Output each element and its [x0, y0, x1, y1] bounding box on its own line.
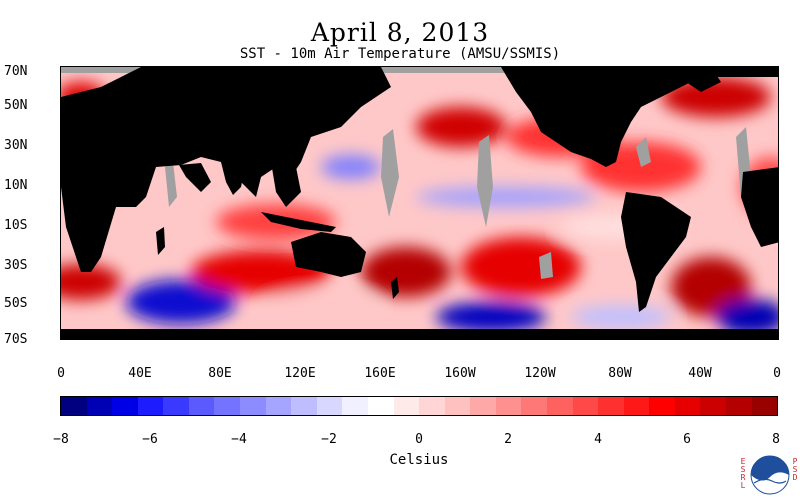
lon-label-0-left: 0 — [57, 366, 65, 381]
lat-label-10n: 10N — [4, 178, 28, 193]
colorbar-tick-neg4: −4 — [231, 432, 247, 447]
lon-label-120e: 120E — [284, 366, 316, 381]
colorbar-swatch — [726, 397, 752, 415]
lon-label-40w: 40W — [688, 366, 712, 381]
noaa-logo-icon — [750, 455, 790, 495]
colorbar-swatch — [240, 397, 266, 415]
credit-letter: L — [740, 481, 746, 490]
lat-label-30s: 30S — [4, 258, 28, 273]
colorbar-tick-4: 4 — [594, 432, 602, 447]
colorbar-swatch — [419, 397, 445, 415]
colorbar-swatch — [546, 397, 573, 415]
lat-label-10s: 10S — [4, 218, 28, 233]
colorbar-tick-2: 2 — [504, 432, 512, 447]
lon-label-160e: 160E — [364, 366, 396, 381]
colorbar-swatch — [265, 397, 292, 415]
lat-label-70n: 70N — [4, 64, 28, 79]
lon-label-160w: 160W — [444, 366, 476, 381]
credit-letter: P — [792, 457, 798, 466]
colorbar-swatch — [521, 397, 547, 415]
lat-label-70s: 70S — [4, 332, 28, 347]
colorbar-swatch — [367, 397, 394, 415]
colorbar-tick-neg8: −8 — [53, 432, 69, 447]
credit-letter: S — [740, 465, 746, 474]
lat-label-30n: 30N — [4, 138, 28, 153]
lon-label-120w: 120W — [524, 366, 556, 381]
colorbar-swatch — [112, 397, 138, 415]
lon-label-80e: 80E — [208, 366, 232, 381]
colorbar-swatch — [291, 397, 317, 415]
colorbar-tick-neg2: −2 — [321, 432, 337, 447]
map-subtitle: SST - 10m Air Temperature (AMSU/SSMIS) — [239, 46, 561, 62]
colorbar-swatch — [674, 397, 701, 415]
colorbar-tick-6: 6 — [683, 432, 691, 447]
colorbar-unit-label: Celsius — [389, 452, 449, 468]
colorbar-swatch — [623, 397, 650, 415]
credit-letter: R — [740, 473, 746, 482]
color-scale-bar — [60, 396, 778, 416]
colorbar-swatch — [214, 397, 241, 415]
colorbar-swatch — [444, 397, 471, 415]
colorbar-tick-8: 8 — [772, 432, 780, 447]
colorbar-swatch — [572, 397, 599, 415]
lat-label-50n: 50N — [4, 98, 28, 113]
colorbar-swatch — [61, 397, 87, 415]
colorbar-swatch — [751, 397, 778, 415]
credit-letter: D — [792, 473, 798, 482]
land-masses — [61, 67, 778, 339]
colorbar-tick-0: 0 — [415, 432, 423, 447]
colorbar-swatch — [316, 397, 343, 415]
colorbar-swatch — [700, 397, 727, 415]
lat-label-50s: 50S — [4, 296, 28, 311]
colorbar-swatch — [649, 397, 675, 415]
lon-label-40e: 40E — [128, 366, 152, 381]
colorbar-swatch — [495, 397, 522, 415]
map-title: April 8, 2013 — [310, 18, 490, 47]
colorbar-swatch — [188, 397, 215, 415]
map-canvas — [61, 67, 778, 339]
credit-letter: S — [792, 465, 798, 474]
credit-letter: E — [740, 457, 746, 466]
colorbar-swatch — [393, 397, 420, 415]
colorbar-swatch — [598, 397, 624, 415]
colorbar-swatch — [163, 397, 189, 415]
colorbar-swatch — [342, 397, 368, 415]
colorbar-tick-neg6: −6 — [142, 432, 158, 447]
lon-label-0-right: 0 — [773, 366, 781, 381]
lon-label-80w: 80W — [608, 366, 632, 381]
colorbar-swatch — [86, 397, 113, 415]
colorbar-swatch — [137, 397, 164, 415]
sst-anomaly-map — [60, 66, 779, 340]
colorbar-swatch — [470, 397, 496, 415]
